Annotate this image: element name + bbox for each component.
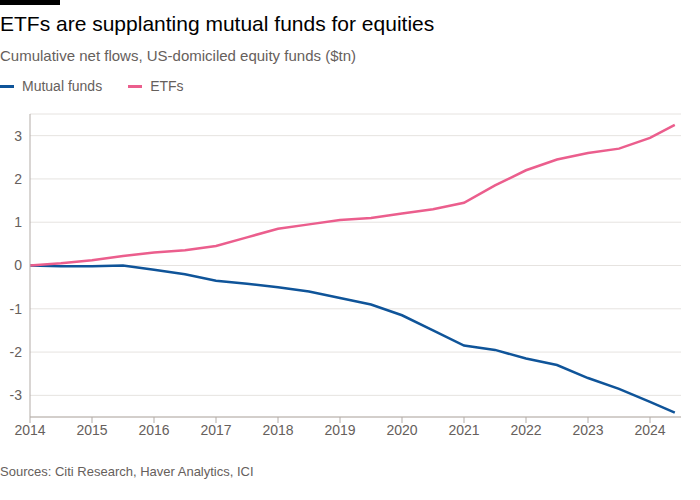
svg-text:2016: 2016	[138, 422, 169, 438]
svg-text:2021: 2021	[448, 422, 479, 438]
svg-text:2015: 2015	[76, 422, 107, 438]
html-text:Mutual funds: Mutual funds	[22, 78, 103, 94]
svg-text:2020: 2020	[386, 422, 417, 438]
svg-text:3: 3	[14, 128, 22, 144]
html-text:Sources: Citi Research, Haver: Sources: Citi Research, Haver Analytics,…	[0, 464, 254, 479]
svg-text:2017: 2017	[200, 422, 231, 438]
svg-text:2018: 2018	[262, 422, 293, 438]
html-text:ETFs are supplanting mutual fu: ETFs are supplanting mutual funds for eq…	[0, 12, 435, 35]
svg-text:-1: -1	[10, 301, 23, 317]
svg-text:2014: 2014	[14, 422, 45, 438]
svg-text:2: 2	[14, 171, 22, 187]
svg-text:-3: -3	[10, 387, 23, 403]
svg-text:2019: 2019	[324, 422, 355, 438]
svg-text:2024: 2024	[634, 422, 665, 438]
html-text:Cumulative net flows, US-domic: Cumulative net flows, US-domiciled equit…	[0, 47, 356, 64]
svg-text:2022: 2022	[510, 422, 541, 438]
svg-text:1: 1	[14, 214, 22, 230]
html-text:ETFs: ETFs	[150, 78, 184, 94]
svg-text:0: 0	[14, 257, 22, 273]
svg-text:-2: -2	[10, 344, 23, 360]
svg-text:2023: 2023	[572, 422, 603, 438]
